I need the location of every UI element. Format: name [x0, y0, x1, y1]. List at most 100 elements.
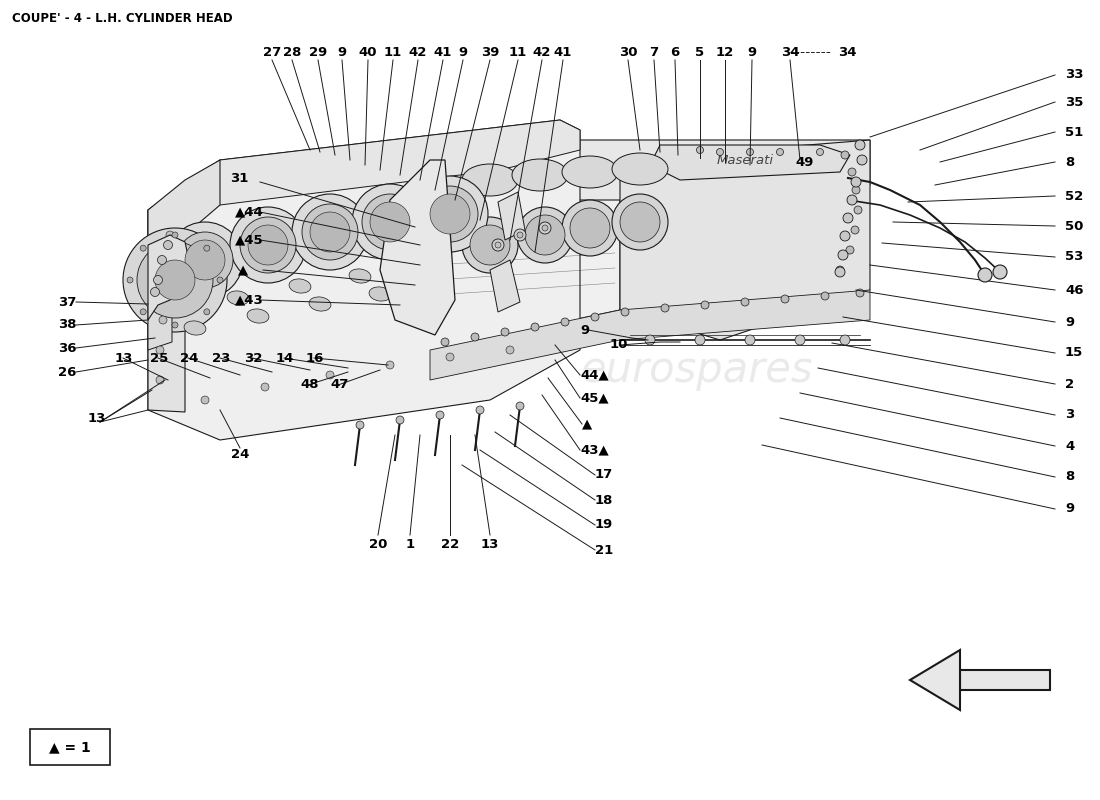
Circle shape	[172, 232, 178, 238]
Ellipse shape	[248, 309, 268, 323]
Circle shape	[847, 195, 857, 205]
Text: 22: 22	[441, 538, 459, 551]
Polygon shape	[430, 140, 870, 200]
Circle shape	[470, 225, 510, 265]
Circle shape	[154, 275, 163, 285]
Text: 8: 8	[1065, 155, 1075, 169]
Text: 45▲: 45▲	[580, 391, 608, 405]
Text: 9: 9	[338, 46, 346, 58]
Circle shape	[701, 301, 710, 309]
Circle shape	[310, 212, 350, 252]
Text: 34: 34	[781, 46, 800, 58]
Text: 53: 53	[1065, 250, 1084, 263]
Circle shape	[140, 245, 146, 251]
Circle shape	[561, 318, 569, 326]
Ellipse shape	[562, 156, 618, 188]
Circle shape	[514, 229, 526, 241]
Polygon shape	[498, 192, 525, 240]
Text: 3: 3	[1065, 409, 1075, 422]
Circle shape	[696, 146, 704, 154]
Ellipse shape	[429, 279, 451, 293]
Text: 19: 19	[595, 518, 614, 531]
Circle shape	[857, 155, 867, 165]
Text: 12: 12	[716, 46, 734, 58]
Text: 18: 18	[595, 494, 614, 506]
Circle shape	[164, 241, 173, 250]
Polygon shape	[650, 145, 850, 180]
Circle shape	[140, 309, 146, 315]
Circle shape	[123, 228, 227, 332]
Text: 43▲: 43▲	[580, 443, 608, 457]
Circle shape	[422, 186, 478, 242]
Text: ▲: ▲	[238, 263, 249, 277]
Circle shape	[851, 226, 859, 234]
Text: 33: 33	[1065, 69, 1084, 82]
Circle shape	[517, 207, 573, 263]
Text: eurospares: eurospares	[580, 349, 813, 391]
Circle shape	[745, 335, 755, 345]
Text: 51: 51	[1065, 126, 1084, 138]
Text: 6: 6	[670, 46, 680, 58]
Circle shape	[157, 255, 166, 265]
Circle shape	[570, 208, 611, 248]
Circle shape	[261, 383, 270, 391]
Text: 52: 52	[1065, 190, 1084, 202]
Circle shape	[185, 240, 226, 280]
Text: 7: 7	[649, 46, 659, 58]
Circle shape	[838, 250, 848, 260]
Circle shape	[591, 313, 600, 321]
Circle shape	[161, 286, 169, 294]
Circle shape	[166, 231, 174, 239]
Polygon shape	[620, 140, 870, 340]
Text: 42: 42	[409, 46, 427, 58]
Ellipse shape	[370, 287, 390, 301]
Text: 8: 8	[1065, 470, 1075, 483]
Circle shape	[430, 194, 470, 234]
Text: 46: 46	[1065, 283, 1084, 297]
Text: 47: 47	[330, 378, 349, 391]
Text: 4: 4	[1065, 439, 1075, 453]
Ellipse shape	[289, 279, 311, 293]
Circle shape	[645, 335, 654, 345]
Text: 27: 27	[263, 46, 282, 58]
Text: 15: 15	[1065, 346, 1084, 359]
Text: 2: 2	[1065, 378, 1074, 390]
Circle shape	[517, 232, 522, 238]
Text: 24: 24	[180, 351, 198, 365]
Circle shape	[352, 184, 428, 260]
Polygon shape	[148, 120, 580, 240]
Text: 37: 37	[58, 295, 76, 309]
Circle shape	[816, 149, 824, 155]
Circle shape	[326, 371, 334, 379]
Circle shape	[852, 186, 860, 194]
Circle shape	[542, 225, 548, 231]
Circle shape	[795, 335, 805, 345]
Text: 34: 34	[838, 46, 857, 58]
FancyBboxPatch shape	[30, 729, 110, 765]
Circle shape	[495, 242, 500, 248]
Circle shape	[155, 260, 195, 300]
Text: 42: 42	[532, 46, 551, 58]
Circle shape	[854, 206, 862, 214]
Circle shape	[471, 333, 478, 341]
Text: 50: 50	[1065, 219, 1084, 233]
Circle shape	[539, 222, 551, 234]
Text: 13: 13	[116, 351, 133, 365]
Circle shape	[164, 256, 172, 264]
Polygon shape	[148, 160, 220, 412]
Ellipse shape	[164, 303, 186, 317]
Text: 1: 1	[406, 538, 415, 551]
Text: 31: 31	[230, 171, 248, 185]
Circle shape	[396, 416, 404, 424]
Text: 30: 30	[618, 46, 637, 58]
Circle shape	[441, 338, 449, 346]
Circle shape	[620, 202, 660, 242]
Circle shape	[476, 406, 484, 414]
Text: 9: 9	[747, 46, 757, 58]
Text: ▲43: ▲43	[235, 294, 264, 306]
Circle shape	[835, 267, 845, 277]
Circle shape	[747, 149, 754, 155]
Ellipse shape	[349, 269, 371, 283]
Text: 13: 13	[88, 411, 107, 425]
Text: Maserati: Maserati	[716, 154, 773, 166]
